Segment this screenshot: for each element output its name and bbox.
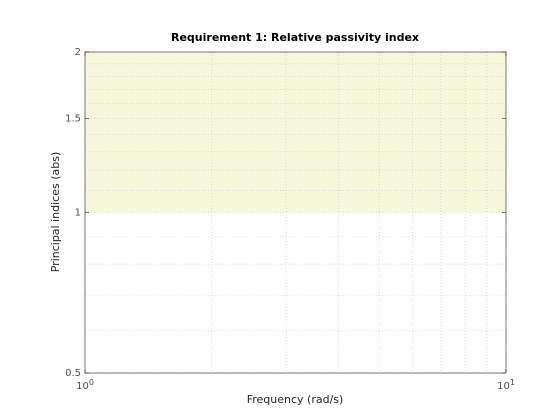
- y-tick-label: 1.5: [65, 114, 81, 125]
- y-tick-label: 0.5: [65, 368, 81, 379]
- x-tick-label: 100: [76, 378, 94, 393]
- requirement-region: [85, 52, 506, 213]
- y-tick-label: 1: [75, 208, 81, 219]
- x-tick-base: 10: [76, 381, 89, 392]
- y-axis-label: Principal indices (abs): [49, 152, 62, 273]
- x-tick-exponent: 1: [510, 378, 515, 387]
- x-tick-label: 101: [497, 378, 515, 393]
- x-tick-exponent: 0: [89, 378, 94, 387]
- x-axis-label: Frequency (rad/s): [247, 393, 344, 406]
- chart-title: Requirement 1: Relative passivity index: [171, 31, 419, 44]
- x-tick-base: 10: [497, 381, 510, 392]
- y-tick-label: 2: [75, 47, 81, 58]
